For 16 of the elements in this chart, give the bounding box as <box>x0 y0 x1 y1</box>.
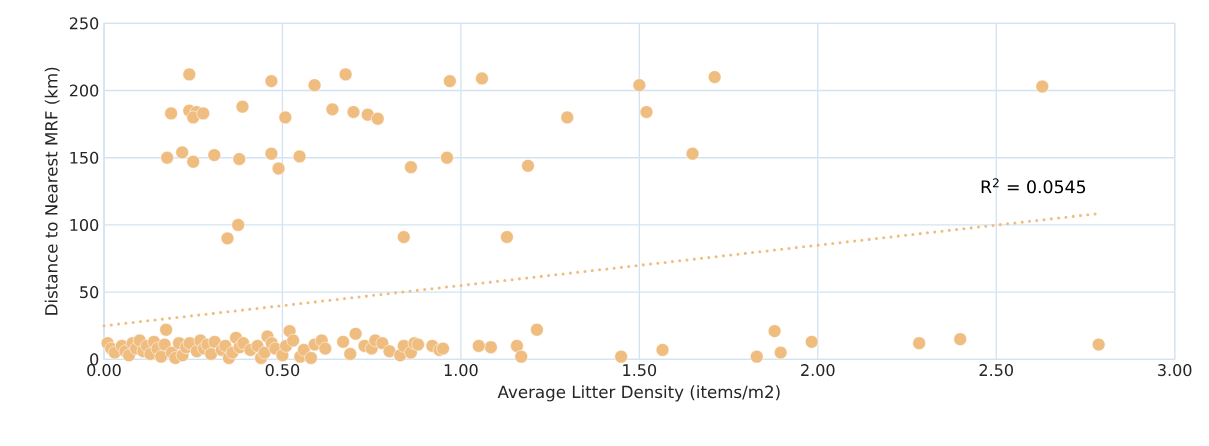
x-tick-label: 2.50 <box>979 364 1013 377</box>
x-tick-label: 0.00 <box>87 364 121 377</box>
y-tick-label: 250 <box>69 17 99 30</box>
y-axis-title: Distance to Nearest MRF (km) <box>44 67 60 315</box>
x-axis-title: Average Litter Density (items/m2) <box>497 385 780 402</box>
x-tick-label: 3.00 <box>1158 364 1192 377</box>
x-tick-label: 1.00 <box>444 364 478 377</box>
y-tick-label: 100 <box>70 218 99 231</box>
x-tick-label: 0.50 <box>265 364 300 377</box>
y-tick-label: 200 <box>69 84 99 97</box>
y-tick-label: 150 <box>70 151 99 164</box>
annotation: R$^{2}$ = 0.0545 <box>981 178 1086 194</box>
x-tick-label: 2.00 <box>801 364 835 377</box>
y-tick-label: 50 <box>80 286 99 299</box>
y-tick-label: 0 <box>90 353 99 366</box>
x-tick-label: 1.50 <box>623 364 657 377</box>
